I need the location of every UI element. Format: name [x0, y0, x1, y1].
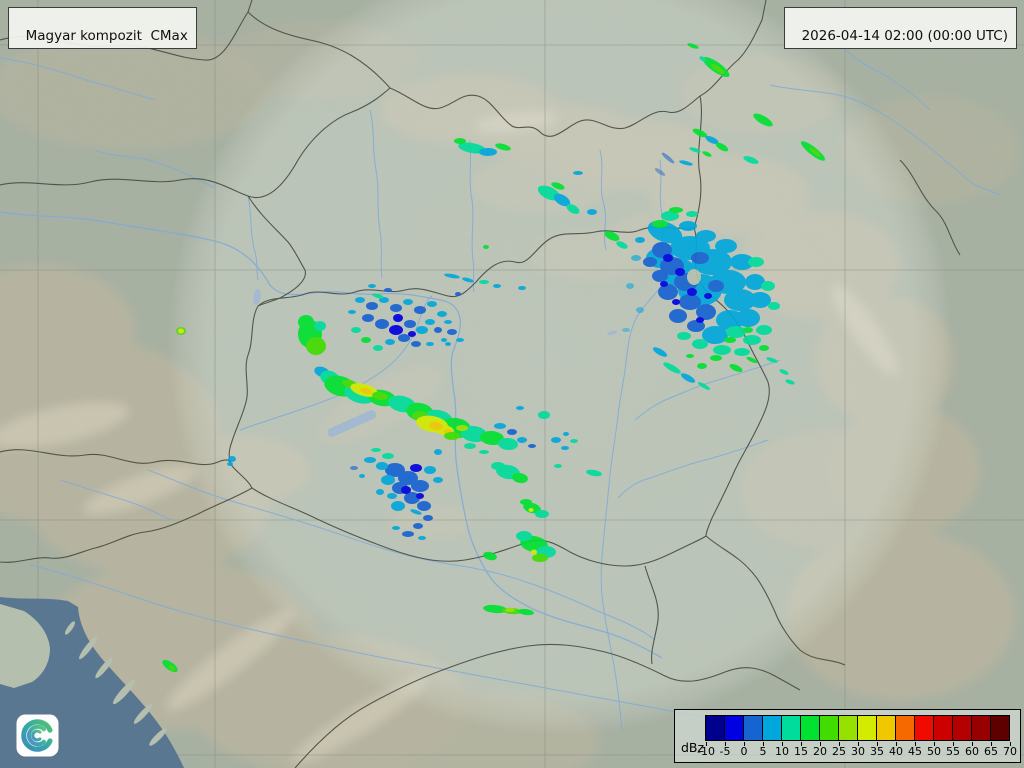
- legend-color-cell: [934, 716, 953, 740]
- legend-tick-label: 35: [870, 745, 884, 758]
- legend-color-cell: [877, 716, 896, 740]
- legend-tick-label: 65: [984, 745, 998, 758]
- legend-color-cell: [706, 716, 725, 740]
- legend-tick-label: -10: [697, 745, 715, 758]
- legend-color-cell: [763, 716, 782, 740]
- legend-tick-mark: [801, 742, 802, 746]
- legend-color-cell: [953, 716, 972, 740]
- legend-tick-mark: [877, 742, 878, 746]
- legend-tick-mark: [782, 742, 783, 746]
- legend-tick-mark: [934, 742, 935, 746]
- lake-balaton: [327, 410, 377, 437]
- product-label-box: Magyar kompozit CMax: [8, 7, 197, 50]
- legend-tick-label: 55: [946, 745, 960, 758]
- lake-neusiedl: [253, 289, 261, 305]
- legend-color-cell: [725, 716, 744, 740]
- timestamp-label: 2026-04-14 02:00 (00:00 UTC): [801, 27, 1008, 44]
- hungaromet-spiral-logo: [16, 714, 59, 757]
- legend-tick-mark: [820, 742, 821, 746]
- legend-tick-mark: [839, 742, 840, 746]
- legend-tick-label: 30: [851, 745, 865, 758]
- legend-tick-mark: [858, 742, 859, 746]
- legend-tick-label: 20: [813, 745, 827, 758]
- legend-tick-label: 40: [889, 745, 903, 758]
- legend-color-cell: [839, 716, 858, 740]
- timestamp-box: 2026-04-14 02:00 (00:00 UTC): [783, 7, 1017, 50]
- legend-ticks: -10 -5 0 5 10 15 20 25 30 35 40 45 50 55 60 65 70: [697, 742, 1017, 760]
- legend-tick-label: 5: [759, 745, 767, 758]
- legend-tick-label: 15: [794, 745, 808, 758]
- legend-tick-label: 25: [832, 745, 846, 758]
- product-label: Magyar kompozit CMax: [25, 27, 188, 44]
- legend-color-bar: [705, 715, 1010, 741]
- legend-tick-mark: [915, 742, 916, 746]
- legend-color-cell: [896, 716, 915, 740]
- legend-tick-mark: [744, 742, 745, 746]
- legend-tick-label: 60: [965, 745, 979, 758]
- legend-tick-mark: [725, 742, 726, 746]
- legend-tick-mark: [896, 742, 897, 746]
- legend-tick-mark: [706, 742, 707, 746]
- legend-unit-label: dBz: [681, 740, 705, 755]
- legend-tick-mark: [953, 742, 954, 746]
- reflectivity-legend: dBz -10 -5 0 5 10 15 20 25 30 35 40 45 50 55 60 65 70: [674, 709, 1021, 763]
- legend-tick-mark: [972, 742, 973, 746]
- legend-tick-label: 50: [927, 745, 941, 758]
- legend-tick-mark: [763, 742, 764, 746]
- legend-tick-label: -5: [719, 745, 731, 758]
- legend-color-cell: [782, 716, 801, 740]
- lakes: [253, 289, 617, 437]
- legend-tick-label: 45: [908, 745, 922, 758]
- legend-color-cell: [744, 716, 763, 740]
- legend-tick-label: 70: [1003, 745, 1017, 758]
- legend-color-cell: [820, 716, 839, 740]
- radar-coverage-circle: [168, 0, 952, 735]
- legend-tick-mark: [991, 742, 992, 746]
- legend-color-cell: [801, 716, 820, 740]
- legend-color-cell: [915, 716, 934, 740]
- legend-tick-label: 10: [775, 745, 789, 758]
- legend-tick-label: 0: [740, 745, 748, 758]
- logo-spiral: [21, 719, 53, 752]
- radar-echoes: [162, 43, 826, 673]
- legend-color-cell: [858, 716, 877, 740]
- legend-tick-mark: [1010, 742, 1011, 746]
- legend-color-cell: [991, 716, 1009, 740]
- legend-color-cell: [972, 716, 991, 740]
